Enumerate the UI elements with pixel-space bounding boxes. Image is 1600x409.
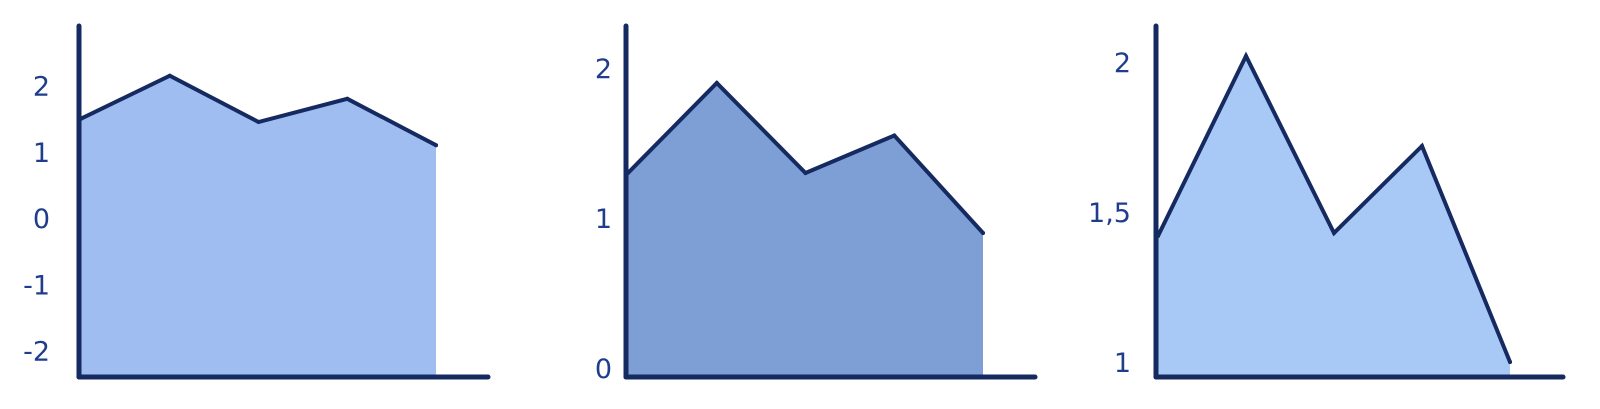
y-tick-label: 2 (595, 54, 612, 85)
data-point (981, 231, 985, 235)
area-fill-2 (628, 83, 983, 377)
data-point (1508, 360, 1512, 364)
data-point (167, 73, 172, 78)
y-tick-label: 0 (595, 354, 612, 385)
chart-panel-3: 11,52 (1088, 23, 1566, 380)
y-tick-label: 1 (1114, 348, 1131, 379)
data-point (1420, 144, 1424, 148)
y-tick-label: 2 (33, 72, 50, 103)
data-point (1244, 54, 1248, 58)
chart-panel-2: 0 1 2 (595, 23, 1038, 385)
y-tick-label: 1 (33, 138, 50, 169)
data-point (803, 171, 808, 175)
y-tick-label: 2 (1114, 48, 1131, 79)
y-tick-label: 1,5 (1088, 198, 1131, 229)
area-fill-3 (1158, 56, 1510, 377)
chart-panel-1: -2 -1 0 1 2 (23, 23, 491, 380)
data-point (345, 96, 350, 101)
data-point (256, 120, 261, 124)
data-point (892, 133, 897, 138)
y-tick-label: -1 (23, 270, 50, 301)
area-fill-1 (81, 75, 436, 377)
y-tick-label: -2 (23, 337, 50, 368)
data-point (1332, 231, 1336, 235)
data-point (434, 143, 438, 148)
y-tick-label: 0 (33, 204, 50, 235)
data-point (714, 81, 719, 85)
y-tick-label: 1 (595, 204, 612, 235)
